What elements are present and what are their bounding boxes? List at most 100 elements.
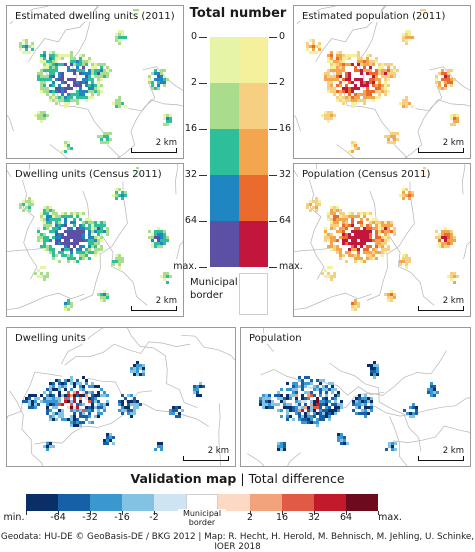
municipal-borders	[7, 6, 183, 158]
validation-subtitle: Total difference	[248, 471, 345, 486]
validation-swatch	[346, 494, 378, 511]
validation-dwelling-map: Dwelling units 2 km	[6, 327, 236, 467]
legend-tick-left: 32	[184, 169, 197, 180]
raster-cells	[22, 361, 205, 451]
validation-swatch	[58, 494, 90, 511]
validation-tick: 64	[339, 512, 353, 523]
legend-tick-right: 2	[279, 77, 286, 88]
validation-swatch	[154, 494, 186, 511]
legend-tick-mark	[199, 83, 207, 84]
legend-swatch-municipal-border	[239, 273, 268, 315]
validation-dwelling-cells	[7, 328, 235, 466]
legend-swatch-dwelling-0	[210, 37, 239, 83]
legend-tick-left: 64	[184, 215, 197, 226]
validation-tick: min.	[3, 512, 25, 523]
census-population-map: Population (Census 2011) 2 km	[293, 163, 471, 317]
legend-swatch-dwelling-2	[210, 129, 239, 175]
legend-tick-left: 0	[190, 31, 197, 42]
scale-bar: 2 km	[418, 138, 464, 154]
legend-tick-mark	[199, 129, 207, 130]
legend-tick-mark	[199, 221, 207, 222]
legend-tick-right: max.	[279, 261, 303, 272]
legend-swatch-dwelling-3	[210, 175, 239, 221]
raster-cells	[259, 361, 439, 451]
legend-tick-right: 32	[279, 169, 292, 180]
panel-title: Estimated dwelling units (2011)	[13, 11, 177, 22]
validation-tick: -16	[114, 512, 130, 523]
validation-tick-mark	[346, 511, 347, 515]
municipal-borders	[7, 328, 235, 466]
panel-title: Dwelling units	[13, 333, 88, 344]
validation-tick: 16	[275, 512, 289, 523]
legend-tick-mark	[269, 83, 277, 84]
validation-municipal-border-label: Municipal border	[178, 509, 226, 527]
validation-population-cells	[247, 328, 470, 466]
scale-bar: 2 km	[418, 296, 464, 312]
raster-cells	[19, 167, 172, 311]
census-dwelling-cells	[7, 164, 183, 316]
legend-tick-mark	[199, 175, 207, 176]
legend-tick-right: 64	[279, 215, 292, 226]
legend-tick-right: 0	[279, 31, 286, 42]
legend-tick-left: max.	[173, 261, 197, 272]
panel-title: Dwelling units (Census 2011)	[13, 169, 164, 180]
validation-tick: -32	[82, 512, 98, 523]
total-number-legend-title: Total number	[189, 6, 287, 21]
footer-credits: Geodata: HU-DE © GeoBasis-DE / BKG 2012 …	[0, 532, 475, 552]
legend-swatch-population-3	[239, 175, 268, 221]
validation-tick-mark	[314, 511, 315, 515]
estimated-population-map: Estimated population (2011) 2 km	[293, 5, 471, 159]
legend-tick-mark	[269, 175, 277, 176]
validation-tick: 32	[307, 512, 321, 523]
validation-swatch	[90, 494, 122, 511]
legend-tick-mark	[199, 267, 207, 268]
validation-swatch	[218, 494, 250, 511]
validation-tick-mark	[122, 511, 123, 515]
legend-tick-mark	[269, 37, 277, 38]
legend-tick-mark	[269, 129, 277, 130]
estimated-dwelling-map: Estimated dwelling units (2011) 2 km	[6, 5, 184, 159]
validation-title: Validation map	[130, 471, 237, 486]
validation-population-map: Population 2 km	[240, 327, 471, 467]
municipal-borders	[247, 328, 470, 466]
scale-bar: 2 km	[131, 138, 177, 154]
validation-tick: 2	[246, 512, 254, 523]
validation-swatch	[314, 494, 346, 511]
validation-swatch	[26, 494, 58, 511]
legend-swatch-population-4	[239, 221, 268, 267]
legend-swatch-population-0	[239, 37, 268, 83]
panel-title: Population (Census 2011)	[300, 169, 433, 180]
legend-tick-mark	[199, 37, 207, 38]
validation-tick: max.	[378, 512, 402, 523]
municipal-border-label: Municipal border	[190, 277, 238, 301]
raster-cells	[306, 9, 459, 153]
municipal-borders	[294, 6, 470, 158]
legend-tick-mark	[269, 267, 277, 268]
raster-cells	[19, 9, 172, 153]
validation-tick-mark	[250, 511, 251, 515]
panel-title: Population	[247, 333, 304, 344]
census-dwelling-map: Dwelling units (Census 2011) 2 km	[6, 163, 184, 317]
validation-swatch	[122, 494, 154, 511]
validation-tick-mark	[26, 511, 27, 515]
census-population-cells	[294, 164, 470, 316]
validation-tick: -64	[50, 512, 66, 523]
legend-tick-left: 16	[184, 123, 197, 134]
estimated-dwelling-cells	[7, 6, 183, 158]
raster-cells	[306, 167, 459, 311]
legend-swatch-dwelling-1	[210, 83, 239, 129]
legend-tick-right: 16	[279, 123, 292, 134]
validation-tick-mark	[282, 511, 283, 515]
validation-swatch	[250, 494, 282, 511]
legend-swatch-population-1	[239, 83, 268, 129]
validation-tick-mark	[378, 511, 379, 515]
validation-swatch	[282, 494, 314, 511]
legend-tick-left: 2	[190, 77, 197, 88]
estimated-population-cells	[294, 6, 470, 158]
validation-tick-mark	[154, 511, 155, 515]
legend-tick-mark	[269, 221, 277, 222]
validation-legend-title: Validation map | Total difference	[130, 471, 345, 486]
validation-tick: -2	[149, 512, 159, 523]
legend-swatch-population-2	[239, 129, 268, 175]
validation-tick-mark	[58, 511, 59, 515]
